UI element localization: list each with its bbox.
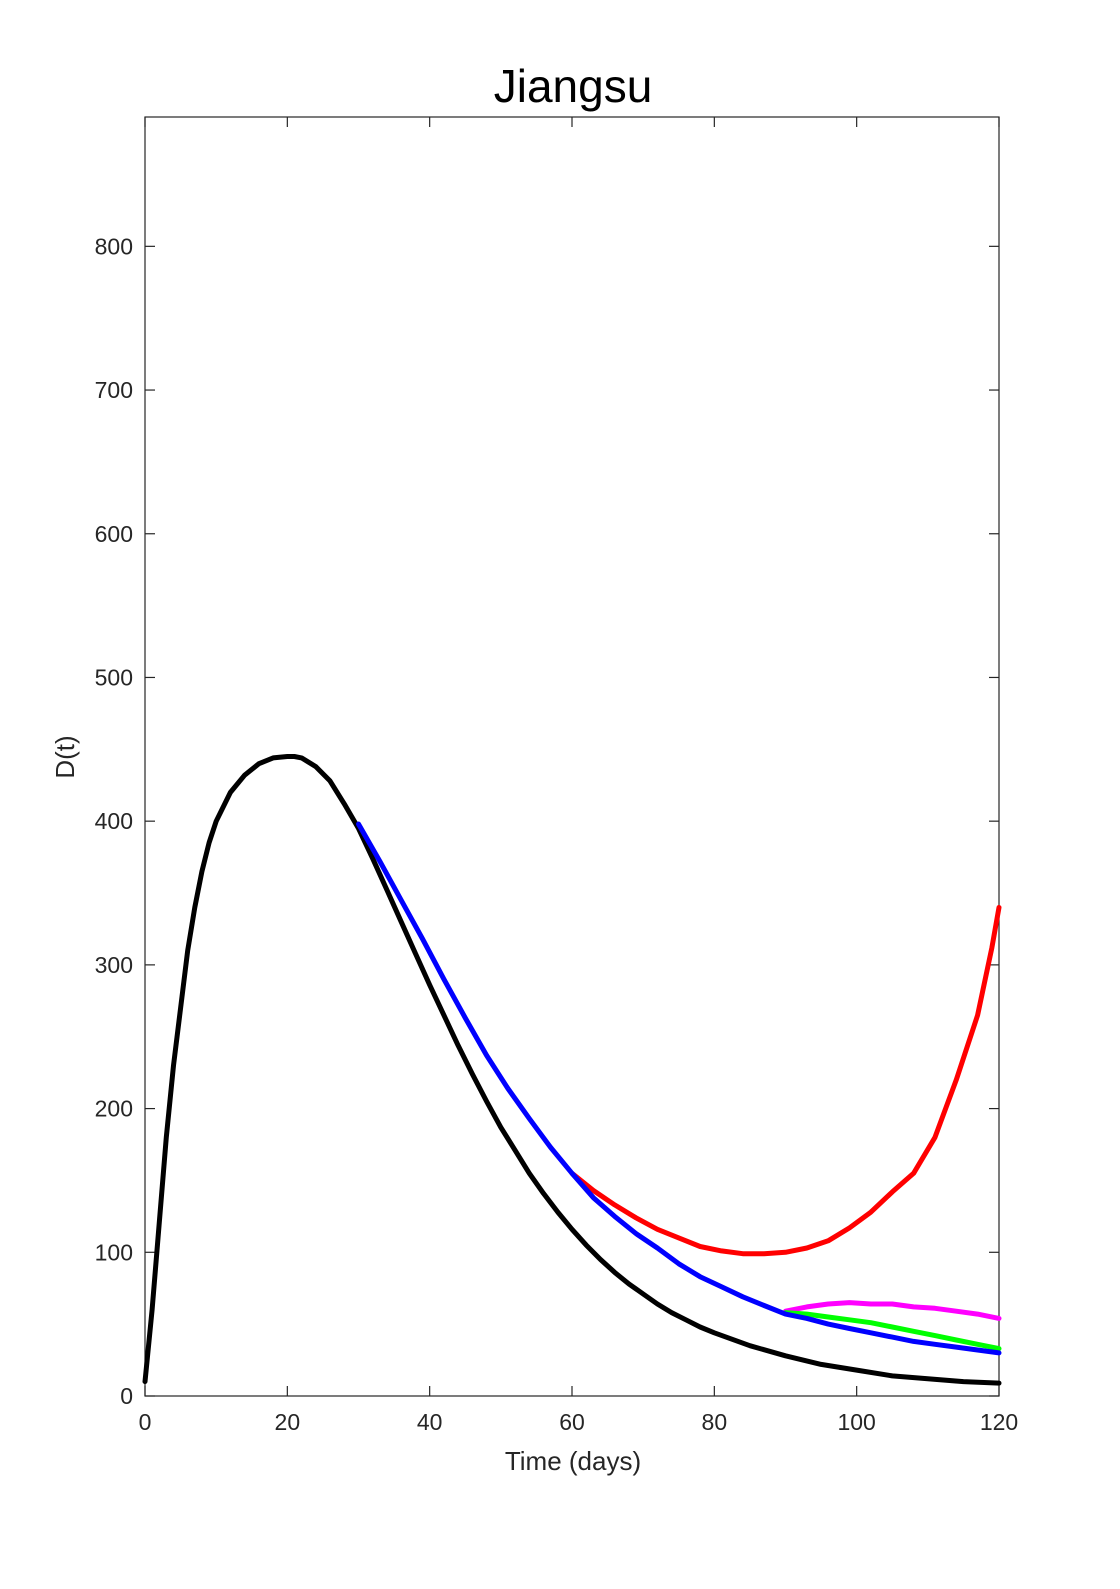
y-axis-label: D(t): [50, 735, 80, 778]
y-tick-label: 300: [95, 952, 133, 978]
y-tick-label: 100: [95, 1239, 133, 1265]
plot-area: 0 20 40 60 80 100 120 0 100 200 300 400 500 600 700 800: [95, 116, 1018, 1435]
y-tick-label: 400: [95, 808, 133, 834]
x-tick-label: 100: [837, 1409, 875, 1435]
x-tick-label: 40: [417, 1409, 443, 1435]
x-tick-label: 120: [980, 1409, 1018, 1435]
y-tick-label: 500: [95, 664, 133, 690]
x-axis-label: Time (days): [505, 1446, 641, 1476]
x-tick-label: 0: [139, 1409, 152, 1435]
y-tick-label: 200: [95, 1096, 133, 1122]
series-green-line: [783, 1310, 1002, 1352]
y-tick-label: 600: [95, 521, 133, 547]
y-tick-label: 800: [95, 233, 133, 259]
x-tick-label: 20: [275, 1409, 301, 1435]
chart-title: Jiangsu: [494, 60, 653, 112]
x-tick-label: 60: [559, 1409, 585, 1435]
series-black-line: [142, 754, 1002, 1386]
series-magenta-line: [783, 1300, 1002, 1321]
y-tick-label: 700: [95, 377, 133, 403]
series-red-line: [569, 904, 1002, 1257]
x-tick-label: 80: [702, 1409, 728, 1435]
y-tick-label: 0: [120, 1383, 133, 1409]
series-blue-line: [356, 821, 1002, 1356]
